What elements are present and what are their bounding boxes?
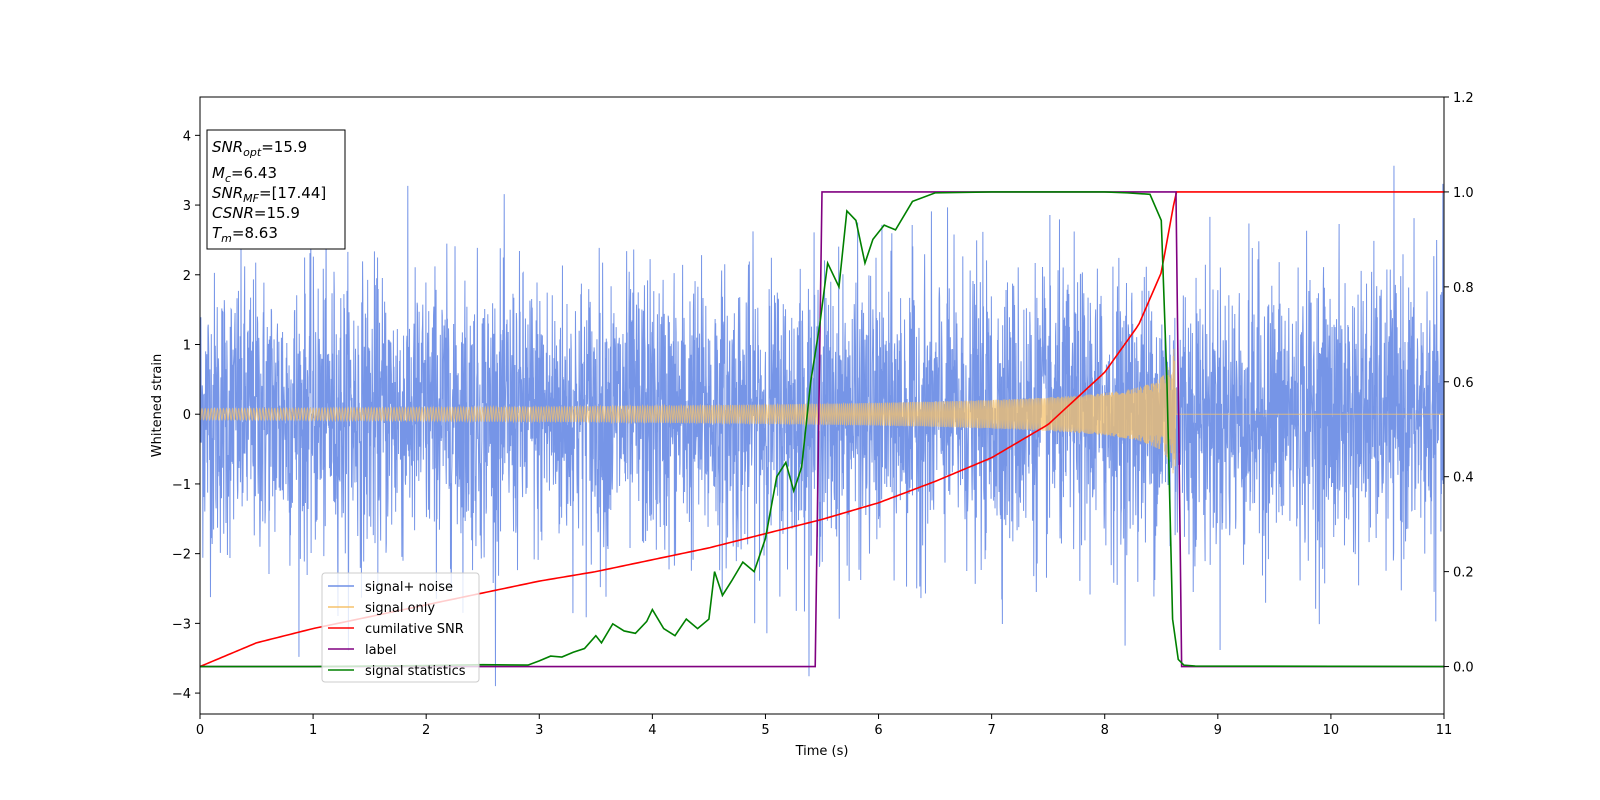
- info-line: Tm=8.63: [212, 224, 278, 245]
- y-tick-label-left: 0: [183, 408, 191, 423]
- y-tick-label-right: 1.0: [1453, 186, 1474, 201]
- legend-label: cumilative SNR: [365, 622, 464, 637]
- y-tick-label-right: 0.8: [1453, 281, 1474, 296]
- info-box: SNRopt=15.9 Mc=6.43SNRMF=[17.44]CSNR=15.9…: [206, 129, 346, 250]
- y-tick-label-left: 3: [183, 199, 191, 214]
- y-tick-label-right: 0.6: [1453, 376, 1474, 391]
- y-tick-label-right: 0.0: [1453, 661, 1474, 676]
- x-tick-label: 5: [761, 723, 769, 738]
- x-tick-label: 7: [987, 723, 995, 738]
- y-axis-right: 0.0 0.2 0.4 0.6 0.8 1.0 1.2: [1444, 91, 1474, 676]
- x-tick-label: 6: [874, 723, 882, 738]
- y-tick-label-left: 1: [183, 338, 191, 353]
- info-line: CSNR=15.9: [212, 204, 300, 222]
- x-tick-label: 2: [422, 723, 430, 738]
- y-tick-label-left: −2: [172, 548, 191, 563]
- y-tick-label-left: −1: [172, 478, 191, 493]
- legend-label: signal statistics: [365, 664, 466, 679]
- info-box-frame: [206, 129, 346, 250]
- y-tick-label-left: −4: [172, 687, 191, 702]
- x-tick-label: 9: [1214, 723, 1222, 738]
- y-axis-label: Whitened strain: [150, 354, 165, 457]
- series-signal-only: [200, 348, 1444, 474]
- x-tick-label: 3: [535, 723, 543, 738]
- y-tick-label-right: 0.4: [1453, 471, 1474, 486]
- plot-frame: [199, 96, 1445, 715]
- y-tick-label-left: 4: [183, 129, 191, 144]
- legend: signal+ noise signal only cumilative SNR la…: [321, 572, 480, 683]
- legend-label: signal+ noise: [365, 580, 453, 595]
- x-axis-label: Time (s): [795, 744, 849, 759]
- y-axis-left: −4 −3 −2 −1 0 1 2 3 4: [172, 129, 200, 702]
- x-tick-label: 8: [1101, 723, 1109, 738]
- x-tick-label: 4: [648, 723, 656, 738]
- legend-label: label: [365, 643, 396, 658]
- info-line: SNRopt=15.9: [212, 138, 307, 159]
- info-line: SNRMF=[17.44]: [212, 184, 326, 205]
- x-tick-label: 11: [1436, 723, 1453, 738]
- legend-label: signal only: [365, 601, 435, 616]
- legend-frame: [321, 572, 480, 683]
- y-tick-label-left: −3: [172, 617, 191, 632]
- y-tick-label-right: 0.2: [1453, 566, 1474, 581]
- x-axis: 0 1 2 3 4 5 6 7 8 9 10 11: [196, 714, 1452, 738]
- info-line: Mc=6.43: [212, 164, 277, 185]
- x-tick-label: 10: [1323, 723, 1340, 738]
- y-tick-label-left: 2: [183, 269, 191, 284]
- y-tick-label-right: 1.2: [1453, 91, 1474, 106]
- x-tick-label: 0: [196, 723, 204, 738]
- x-tick-label: 1: [309, 723, 317, 738]
- series-signal-statistics: [200, 191, 1444, 668]
